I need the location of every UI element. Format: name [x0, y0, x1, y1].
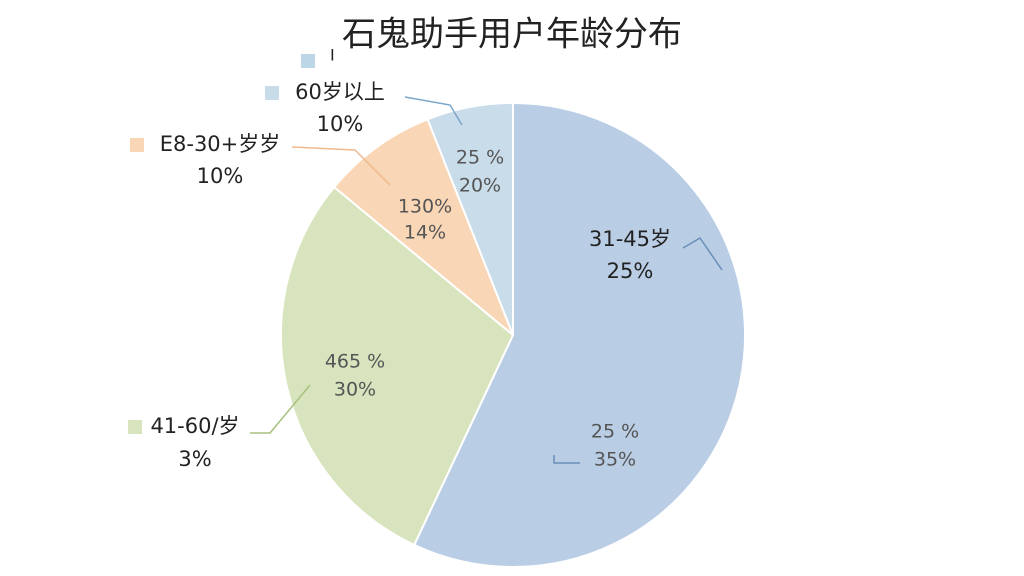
category-label: 31-45岁 [589, 227, 671, 251]
pie-slice [426, 101, 514, 336]
inner-label: 30% [334, 379, 376, 401]
outer-label: 10% [317, 112, 364, 136]
inner-label: 25 % [456, 147, 504, 169]
legend-swatch [301, 54, 315, 68]
inner-label: 35% [594, 449, 636, 471]
outer-label: 10% [197, 164, 244, 188]
outer-label: 25% [607, 259, 654, 283]
inner-label: 20% [459, 175, 501, 197]
leader-line [291, 146, 391, 186]
leader-line [250, 384, 311, 434]
category-label: 41-60/岁 [150, 414, 239, 438]
slices [280, 101, 746, 568]
leader-line [404, 96, 463, 126]
chart-title: 石鬼助手用户年龄分布 [342, 15, 682, 55]
inner-label: 25 % [591, 421, 639, 443]
inner-label: 130% [398, 196, 452, 218]
legend-swatch [128, 420, 142, 434]
outer-label: 3% [178, 447, 211, 471]
leader-line [553, 455, 580, 464]
leader-line [682, 236, 723, 271]
legend-swatch [130, 138, 144, 152]
pie-slice [280, 185, 515, 547]
category-label: 60岁以上 [295, 80, 385, 104]
inner-label: 465 % [325, 351, 385, 373]
legend-text: I [330, 46, 335, 65]
pie-slice [412, 101, 746, 568]
category-label: E8-30+岁岁 [160, 132, 281, 156]
inner-label: 14% [404, 222, 446, 244]
leader-lines [250, 96, 723, 464]
legend-swatch [265, 86, 279, 100]
